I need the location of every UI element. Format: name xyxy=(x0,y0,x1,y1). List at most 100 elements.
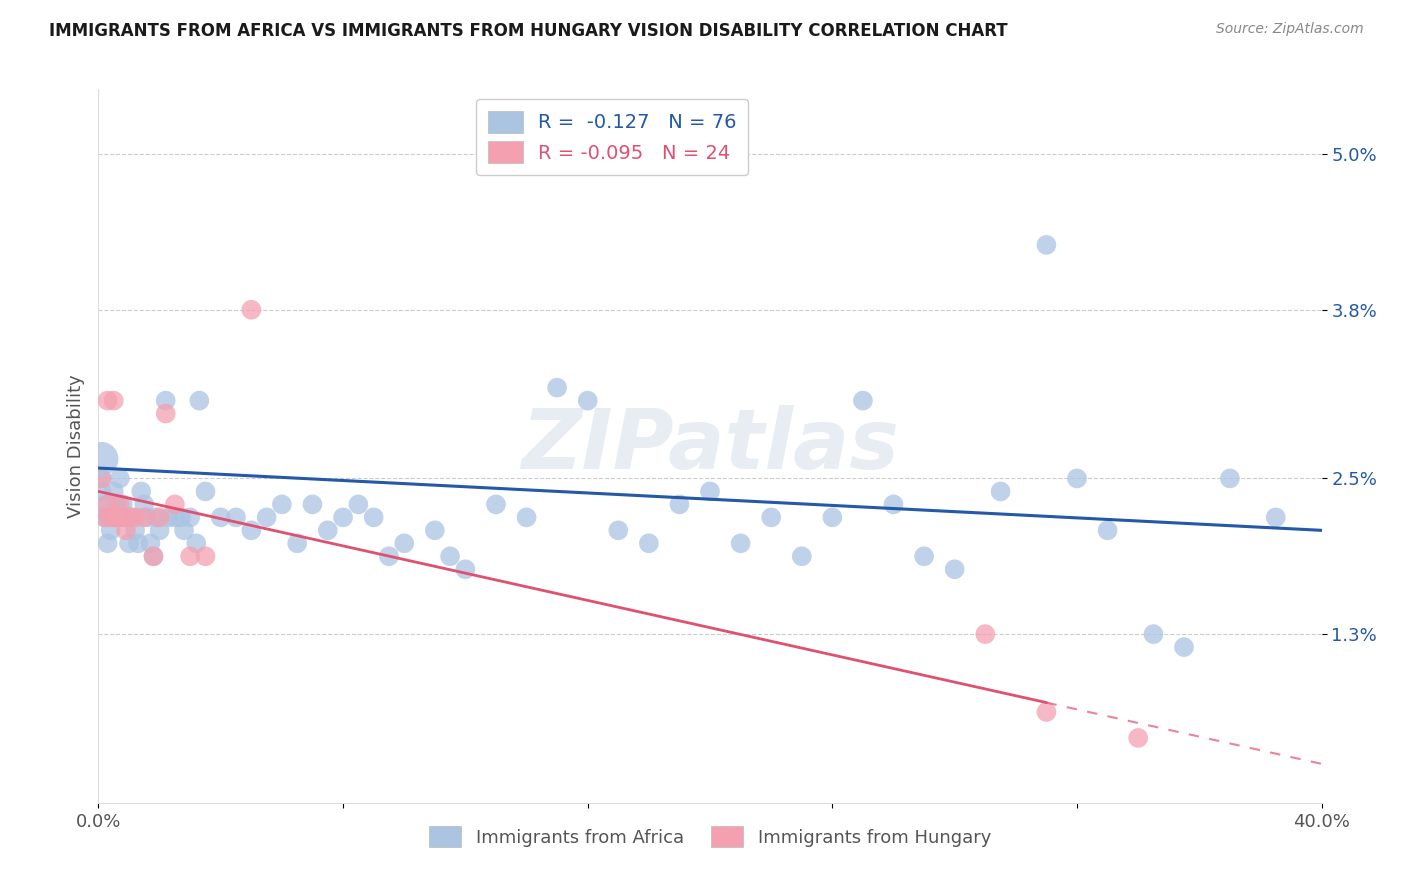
Point xyxy=(1035,705,1057,719)
Point xyxy=(668,497,690,511)
Point xyxy=(108,471,131,485)
Point xyxy=(93,510,115,524)
Point xyxy=(516,510,538,524)
Point xyxy=(347,497,370,511)
Point xyxy=(163,510,186,524)
Point xyxy=(332,510,354,524)
Point xyxy=(546,381,568,395)
Point xyxy=(173,524,195,538)
Point xyxy=(485,497,508,511)
Point xyxy=(1097,524,1119,538)
Point xyxy=(111,510,134,524)
Point xyxy=(100,524,122,538)
Point xyxy=(97,393,120,408)
Point xyxy=(127,536,149,550)
Point xyxy=(115,510,138,524)
Point xyxy=(912,549,935,564)
Point xyxy=(111,497,134,511)
Point xyxy=(1142,627,1164,641)
Point xyxy=(990,484,1012,499)
Point xyxy=(607,524,630,538)
Point xyxy=(103,393,125,408)
Point xyxy=(100,510,122,524)
Point xyxy=(145,510,167,524)
Point xyxy=(170,510,193,524)
Point xyxy=(1066,471,1088,485)
Point xyxy=(103,510,125,524)
Point xyxy=(883,497,905,511)
Point xyxy=(270,497,292,511)
Point xyxy=(1173,640,1195,654)
Point xyxy=(149,510,172,524)
Point xyxy=(163,497,186,511)
Point xyxy=(118,510,141,524)
Point xyxy=(179,510,201,524)
Point xyxy=(115,524,138,538)
Point xyxy=(316,524,339,538)
Point xyxy=(118,510,141,524)
Text: ZIPatlas: ZIPatlas xyxy=(522,406,898,486)
Point xyxy=(637,536,661,550)
Point xyxy=(179,549,201,564)
Point xyxy=(93,497,115,511)
Point xyxy=(1035,238,1057,252)
Point xyxy=(124,510,146,524)
Point xyxy=(97,510,120,524)
Point xyxy=(108,510,131,524)
Point xyxy=(157,510,180,524)
Point xyxy=(392,536,416,550)
Point xyxy=(699,484,721,499)
Point xyxy=(124,524,146,538)
Point xyxy=(155,407,177,421)
Point xyxy=(103,484,125,499)
Point xyxy=(142,549,165,564)
Point xyxy=(209,510,232,524)
Point xyxy=(134,510,156,524)
Point xyxy=(194,484,217,499)
Point xyxy=(759,510,782,524)
Point xyxy=(188,393,211,408)
Point xyxy=(790,549,813,564)
Point xyxy=(256,510,278,524)
Point xyxy=(149,524,172,538)
Text: Source: ZipAtlas.com: Source: ZipAtlas.com xyxy=(1216,22,1364,37)
Point xyxy=(943,562,966,576)
Legend: Immigrants from Africa, Immigrants from Hungary: Immigrants from Africa, Immigrants from … xyxy=(418,815,1002,858)
Point xyxy=(974,627,997,641)
Point xyxy=(105,510,128,524)
Point xyxy=(129,484,152,499)
Point xyxy=(423,524,446,538)
Point xyxy=(155,393,177,408)
Point xyxy=(90,484,112,499)
Y-axis label: Vision Disability: Vision Disability xyxy=(66,374,84,518)
Point xyxy=(1219,471,1241,485)
Point xyxy=(90,471,112,485)
Point xyxy=(108,497,131,511)
Point xyxy=(97,536,120,550)
Point xyxy=(1264,510,1286,524)
Point xyxy=(378,549,401,564)
Point xyxy=(105,497,128,511)
Point xyxy=(139,536,162,550)
Point xyxy=(90,452,112,467)
Point xyxy=(301,497,323,511)
Point xyxy=(1128,731,1150,745)
Point xyxy=(142,549,165,564)
Point xyxy=(100,510,122,524)
Point xyxy=(97,497,120,511)
Point xyxy=(90,471,112,485)
Point xyxy=(121,510,143,524)
Point xyxy=(454,562,477,576)
Point xyxy=(852,393,875,408)
Point xyxy=(118,536,141,550)
Point xyxy=(240,524,263,538)
Point xyxy=(136,510,159,524)
Point xyxy=(134,497,156,511)
Point xyxy=(225,510,247,524)
Point xyxy=(194,549,217,564)
Point xyxy=(363,510,385,524)
Point xyxy=(240,302,263,317)
Point xyxy=(576,393,599,408)
Point xyxy=(285,536,308,550)
Point xyxy=(103,510,125,524)
